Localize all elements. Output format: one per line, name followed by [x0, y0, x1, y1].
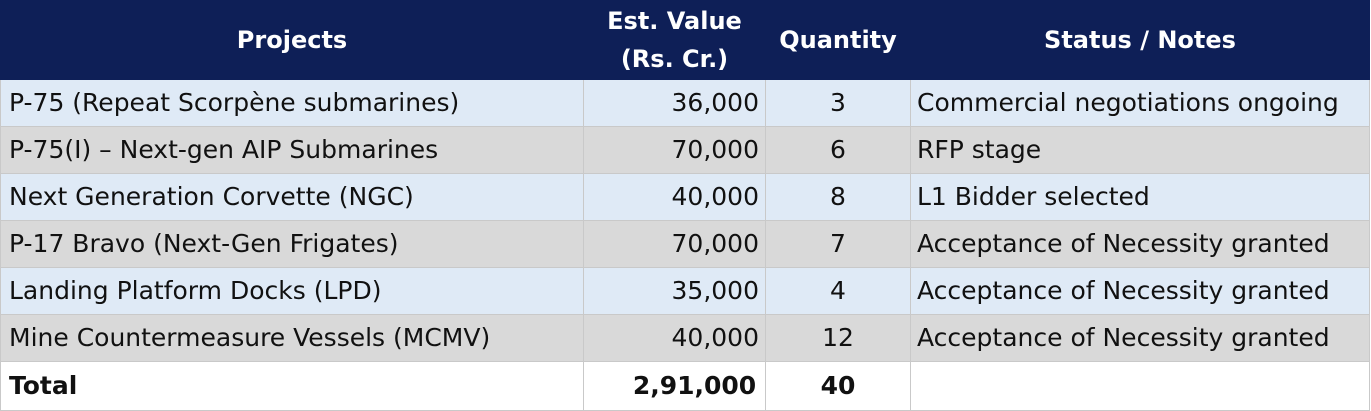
cell-value: 70,000	[583, 220, 766, 268]
cell-project: Landing Platform Docks (LPD)	[0, 267, 584, 315]
table-row: Next Generation Corvette (NGC) 40,000 8 …	[0, 173, 1370, 221]
cell-quantity: 12	[765, 314, 911, 362]
total-label: Total	[0, 361, 584, 411]
cell-quantity: 4	[765, 267, 911, 315]
total-status	[910, 361, 1370, 411]
total-value: 2,91,000	[583, 361, 766, 411]
cell-quantity: 8	[765, 173, 911, 221]
cell-status: Commercial negotiations ongoing	[910, 79, 1370, 127]
cell-quantity: 6	[765, 126, 911, 174]
header-row: Projects Est. Value (Rs. Cr.) Quantity S…	[0, 0, 1370, 80]
cell-value: 70,000	[583, 126, 766, 174]
cell-status: RFP stage	[910, 126, 1370, 174]
header-est-value: Est. Value (Rs. Cr.)	[583, 0, 766, 80]
cell-status: Acceptance of Necessity granted	[910, 267, 1370, 315]
header-est-value-line1: Est. Value	[607, 7, 742, 35]
total-quantity: 40	[765, 361, 911, 411]
table-row: P-17 Bravo (Next-Gen Frigates) 70,000 7 …	[0, 220, 1370, 268]
cell-project: Next Generation Corvette (NGC)	[0, 173, 584, 221]
table-row: P-75 (Repeat Scorpène submarines) 36,000…	[0, 79, 1370, 127]
header-est-value-line2: (Rs. Cr.)	[620, 45, 729, 73]
table-row: Landing Platform Docks (LPD) 35,000 4 Ac…	[0, 267, 1370, 315]
cell-project: P-75(I) – Next-gen AIP Submarines	[0, 126, 584, 174]
header-status: Status / Notes	[910, 0, 1370, 80]
cell-value: 40,000	[583, 173, 766, 221]
table-row: P-75(I) – Next-gen AIP Submarines 70,000…	[0, 126, 1370, 174]
cell-status: L1 Bidder selected	[910, 173, 1370, 221]
cell-status: Acceptance of Necessity granted	[910, 314, 1370, 362]
cell-quantity: 7	[765, 220, 911, 268]
cell-value: 35,000	[583, 267, 766, 315]
cell-status: Acceptance of Necessity granted	[910, 220, 1370, 268]
cell-value: 36,000	[583, 79, 766, 127]
cell-project: P-17 Bravo (Next-Gen Frigates)	[0, 220, 584, 268]
header-quantity: Quantity	[765, 0, 911, 80]
header-projects: Projects	[0, 0, 584, 80]
table-row: Mine Countermeasure Vessels (MCMV) 40,00…	[0, 314, 1370, 362]
total-row: Total 2,91,000 40	[0, 361, 1370, 411]
cell-project: Mine Countermeasure Vessels (MCMV)	[0, 314, 584, 362]
cell-value: 40,000	[583, 314, 766, 362]
cell-project: P-75 (Repeat Scorpène submarines)	[0, 79, 584, 127]
cell-quantity: 3	[765, 79, 911, 127]
